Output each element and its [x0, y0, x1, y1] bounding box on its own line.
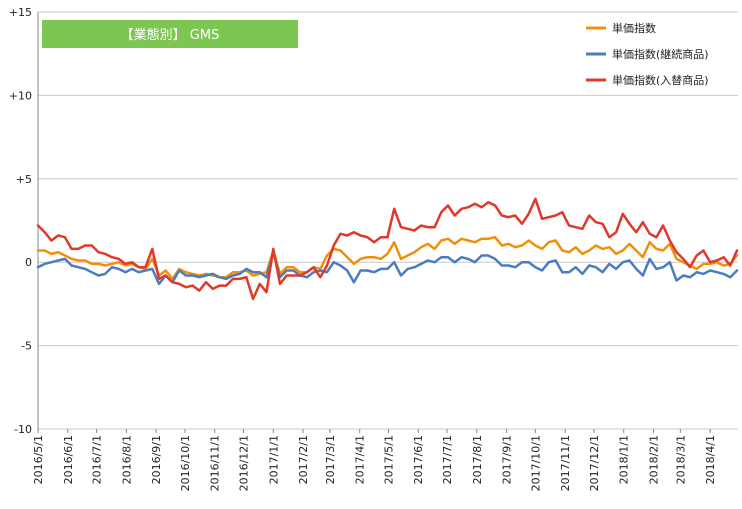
x-tick-label-20: 2018/1/1 [618, 435, 631, 484]
y-axis-ticks: +15 +10 +5 0 -5 -10 [9, 6, 32, 436]
x-tick-label-5: 2016/10/1 [179, 435, 192, 491]
x-tick-label-0: 2016/5/1 [32, 435, 45, 484]
legend-item-2: 単価指数(入替商品) [586, 73, 709, 87]
legend-label-2: 単価指数(入替商品) [612, 73, 709, 87]
x-tick-label-4: 2016/9/1 [150, 435, 163, 484]
x-tick-label-22: 2018/3/1 [674, 435, 687, 484]
x-tick-label-1: 2016/6/1 [62, 435, 75, 484]
x-tick-label-12: 2017/5/1 [382, 435, 395, 484]
x-tick-label-6: 2016/11/1 [209, 435, 222, 491]
legend-item-1: 単価指数(継続商品) [586, 47, 709, 61]
x-tick-label-17: 2017/10/1 [529, 435, 542, 491]
x-tick-label-15: 2017/8/1 [471, 435, 484, 484]
legend: 単価指数 単価指数(継続商品) 単価指数(入替商品) [586, 21, 709, 87]
x-tick-label-18: 2017/11/1 [559, 435, 572, 491]
x-tick-label-11: 2017/4/1 [354, 435, 367, 484]
y-tick-label-4: -5 [21, 340, 32, 353]
chart-title-box: 【業態別】 GMS [42, 20, 298, 48]
y-tick-label-5: -10 [14, 423, 32, 436]
y-tick-label-3: 0 [25, 256, 32, 269]
series-line-0 [36, 235, 739, 281]
y-tick-label-2: +5 [16, 173, 32, 186]
x-tick-label-9: 2017/2/1 [297, 435, 310, 484]
x-tick-label-16: 2017/9/1 [501, 435, 514, 484]
y-tick-label-0: +15 [9, 6, 32, 19]
x-tick-label-19: 2017/12/1 [588, 435, 601, 491]
series-line-2 [36, 197, 739, 301]
legend-label-0: 単価指数 [612, 21, 656, 35]
x-axis-ticks: 2016/5/1 2016/6/1 2016/7/1 2016/8/1 2016/9/1… [32, 429, 717, 491]
legend-label-1: 単価指数(継続商品) [612, 47, 709, 61]
x-tick-label-3: 2016/8/1 [120, 435, 133, 484]
x-tick-label-8: 2017/1/1 [267, 435, 280, 484]
x-tick-label-7: 2016/12/1 [237, 435, 250, 491]
series-line-1 [36, 250, 739, 286]
x-tick-label-10: 2017/3/1 [324, 435, 337, 484]
series-lines [36, 197, 739, 301]
x-tick-label-13: 2017/6/1 [412, 435, 425, 484]
x-tick-label-21: 2018/2/1 [648, 435, 661, 484]
chart-title: 【業態別】 GMS [121, 27, 220, 43]
y-tick-label-1: +10 [9, 89, 32, 102]
x-tick-label-2: 2016/7/1 [91, 435, 104, 484]
x-tick-label-14: 2017/7/1 [441, 435, 454, 484]
legend-item-0: 単価指数 [586, 21, 656, 35]
x-tick-label-23: 2018/4/1 [704, 435, 717, 484]
